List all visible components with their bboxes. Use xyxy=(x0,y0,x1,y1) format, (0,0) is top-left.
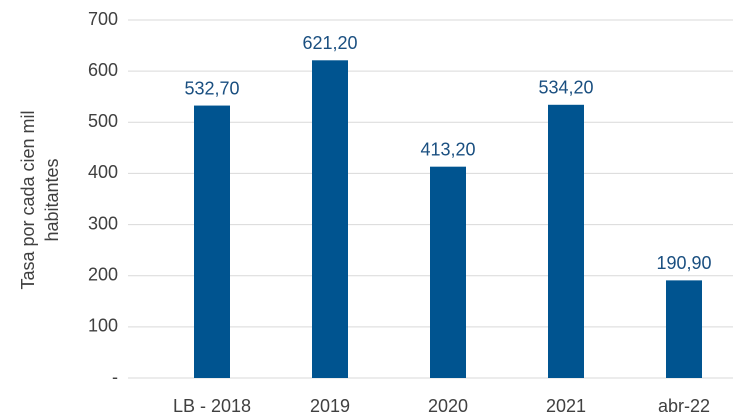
bar xyxy=(312,60,348,379)
x-tick-label: 2021 xyxy=(546,396,586,416)
y-tick-label: 600 xyxy=(88,60,118,80)
x-tick-label: 2019 xyxy=(310,396,350,416)
value-label: 190,90 xyxy=(656,253,711,273)
y-tick-label: - xyxy=(112,367,118,387)
bar xyxy=(430,166,466,378)
y-tick-label: 100 xyxy=(88,316,118,336)
value-label: 534,20 xyxy=(538,78,593,98)
y-tick-label: 500 xyxy=(88,111,118,131)
bar xyxy=(548,104,584,378)
bar xyxy=(666,280,702,378)
x-tick-label: abr-22 xyxy=(658,396,710,416)
y-tick-label: 200 xyxy=(88,264,118,284)
value-label: 413,20 xyxy=(420,139,475,159)
y-tick-label: 300 xyxy=(88,213,118,233)
bar xyxy=(194,105,230,378)
value-label: 621,20 xyxy=(302,33,357,53)
value-label: 532,70 xyxy=(184,78,239,98)
x-tick-label: 2020 xyxy=(428,396,468,416)
y-tick-label: 700 xyxy=(88,9,118,29)
x-tick-label: LB - 2018 xyxy=(173,396,251,416)
y-tick-label: 400 xyxy=(88,162,118,182)
